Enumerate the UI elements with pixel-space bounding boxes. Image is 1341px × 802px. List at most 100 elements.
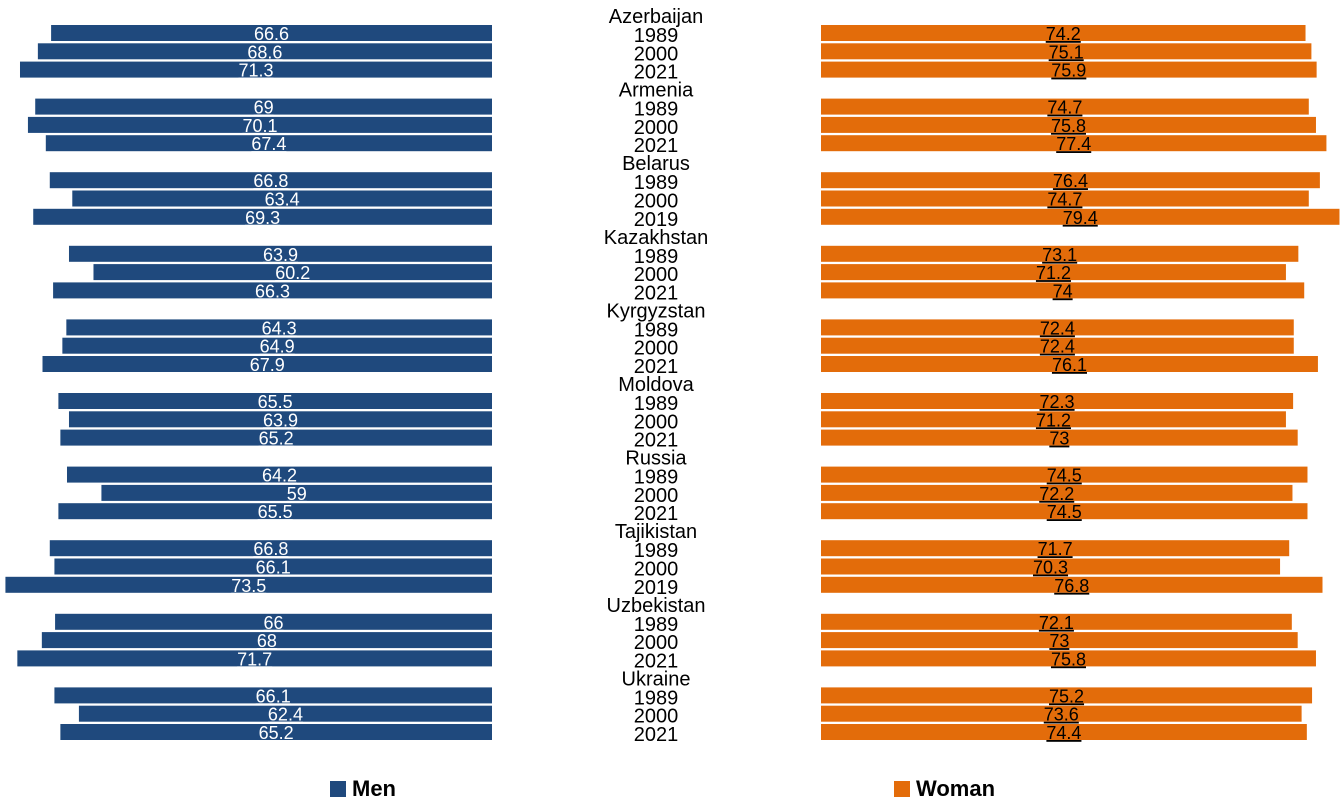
country-label-azerbaijan: Azerbaijan [609, 6, 704, 28]
value-label-men-tajikistan-2019: 73.5 [231, 576, 266, 596]
country-label-moldova: Moldova [618, 374, 694, 396]
year-label-russia-2021: 2021 [634, 503, 679, 525]
bar-women-moldova-2021 [821, 429, 1298, 446]
center-labels: Azerbaijan198920002021Armenia19892000202… [604, 6, 709, 746]
bar-women-kyrgyzstan-1989 [821, 319, 1294, 336]
bar-women-ukraine-1989 [821, 687, 1313, 704]
year-label-moldova-2000: 2000 [634, 411, 679, 433]
bar-women-kazakhstan-1989 [821, 245, 1299, 262]
year-label-kyrgyzstan-2000: 2000 [634, 338, 679, 360]
bar-men-armenia-1989 [35, 98, 492, 115]
bar-men-moldova-2000 [68, 411, 493, 428]
bar-women-ukraine-2000 [821, 705, 1302, 722]
value-label-men-kazakhstan-2021: 66.3 [255, 281, 290, 301]
year-label-tajikistan-1989: 1989 [634, 540, 679, 562]
value-label-men-ukraine-2000: 62.4 [268, 705, 303, 725]
value-label-women-armenia-1989: 74.7 [1047, 98, 1082, 118]
value-label-men-moldova-1989: 65.5 [258, 392, 293, 412]
value-label-women-azerbaijan-1989: 74.2 [1046, 24, 1081, 44]
value-label-women-kyrgyzstan-2000: 72.4 [1040, 337, 1075, 357]
bar-women-kyrgyzstan-2021 [821, 356, 1318, 372]
year-label-uzbekistan-2021: 2021 [634, 650, 679, 672]
value-label-women-tajikistan-1989: 71.7 [1038, 539, 1073, 559]
bar-men-belarus-1989 [49, 172, 493, 189]
bar-men-tajikistan-2000 [54, 558, 492, 575]
country-label-tajikistan: Tajikistan [615, 521, 697, 543]
year-label-azerbaijan-2021: 2021 [634, 62, 679, 84]
value-label-women-moldova-2021: 73 [1049, 429, 1069, 449]
value-label-women-ukraine-1989: 75.2 [1049, 686, 1084, 706]
bar-women-kyrgyzstan-2000 [821, 337, 1294, 354]
value-label-men-belarus-2019: 69.3 [245, 208, 280, 228]
country-label-russia: Russia [625, 448, 687, 470]
bar-women-azerbaijan-2000 [821, 43, 1312, 60]
value-label-men-uzbekistan-1989: 66 [264, 613, 284, 633]
bar-men-kyrgyzstan-1989 [66, 319, 493, 336]
value-label-women-armenia-2000: 75.8 [1051, 116, 1086, 136]
year-label-belarus-2000: 2000 [634, 191, 679, 213]
men-bars: 66.668.671.36970.167.466.863.469.363.960… [5, 24, 493, 743]
bar-women-russia-2000 [821, 484, 1293, 501]
bar-women-azerbaijan-2021 [821, 61, 1317, 78]
bar-women-tajikistan-1989 [821, 540, 1290, 557]
year-label-azerbaijan-1989: 1989 [634, 25, 679, 47]
value-label-men-kyrgyzstan-2021: 67.9 [250, 355, 285, 375]
value-label-women-kyrgyzstan-2021: 76.1 [1052, 355, 1087, 375]
value-label-men-tajikistan-1989: 66.8 [253, 539, 288, 559]
value-label-women-russia-2021: 74.5 [1047, 502, 1082, 522]
value-label-women-moldova-1989: 72.3 [1040, 392, 1075, 412]
bar-women-armenia-2021 [821, 135, 1327, 152]
year-label-russia-1989: 1989 [634, 467, 679, 489]
value-label-women-kyrgyzstan-1989: 72.4 [1040, 318, 1075, 338]
year-label-armenia-2000: 2000 [634, 117, 679, 139]
value-label-women-kazakhstan-2021: 74 [1053, 281, 1073, 301]
value-label-women-armenia-2021: 77.4 [1056, 134, 1091, 154]
butterfly-chart: 66.668.671.36970.167.466.863.469.363.960… [5, 6, 1340, 746]
value-label-women-azerbaijan-2000: 75.1 [1049, 42, 1084, 62]
year-label-kazakhstan-2000: 2000 [634, 264, 679, 286]
bar-women-azerbaijan-1989 [821, 25, 1306, 41]
bar-women-moldova-2000 [821, 411, 1286, 428]
value-label-men-moldova-2021: 65.2 [259, 429, 294, 449]
value-label-men-belarus-1989: 66.8 [253, 171, 288, 191]
bar-women-uzbekistan-1989 [821, 613, 1292, 630]
bar-men-kazakhstan-2000 [93, 264, 492, 281]
value-label-women-belarus-2019: 79.4 [1063, 208, 1098, 228]
legend-men: Men [330, 776, 396, 801]
bar-men-moldova-1989 [58, 393, 492, 409]
value-label-men-armenia-2021: 67.4 [251, 134, 286, 154]
value-label-men-kazakhstan-1989: 63.9 [263, 245, 298, 265]
value-label-men-kyrgyzstan-2000: 64.9 [260, 337, 295, 357]
bar-men-ukraine-1989 [54, 687, 492, 704]
value-label-men-kyrgyzstan-1989: 64.3 [262, 318, 297, 338]
bar-men-moldova-2021 [60, 429, 492, 446]
year-label-ukraine-2021: 2021 [634, 724, 679, 746]
year-label-kyrgyzstan-2021: 2021 [634, 356, 679, 378]
bar-women-kazakhstan-2021 [821, 282, 1305, 299]
legend-women: Woman [894, 776, 996, 801]
legend-women-swatch [894, 781, 910, 797]
value-label-women-russia-1989: 74.5 [1047, 466, 1082, 486]
value-label-men-belarus-2000: 63.4 [265, 190, 300, 210]
legend-women-label: Woman [916, 776, 996, 801]
bar-women-russia-2021 [821, 503, 1308, 520]
value-label-women-tajikistan-2019: 76.8 [1054, 576, 1089, 596]
year-label-azerbaijan-2000: 2000 [634, 43, 679, 65]
bar-men-uzbekistan-1989 [55, 613, 493, 630]
bar-women-tajikistan-2019 [821, 576, 1323, 593]
year-label-tajikistan-2000: 2000 [634, 559, 679, 581]
women-bars: 74.275.175.974.775.877.476.474.779.473.1… [821, 24, 1340, 743]
value-label-men-armenia-2000: 70.1 [242, 116, 277, 136]
bar-men-tajikistan-2019 [5, 576, 493, 593]
year-label-belarus-1989: 1989 [634, 172, 679, 194]
value-label-men-ukraine-2021: 65.2 [259, 723, 294, 743]
value-label-men-azerbaijan-2000: 68.6 [247, 42, 282, 62]
value-label-men-uzbekistan-2021: 71.7 [237, 649, 272, 669]
year-label-ukraine-1989: 1989 [634, 687, 679, 709]
year-label-kazakhstan-1989: 1989 [634, 246, 679, 268]
year-label-uzbekistan-1989: 1989 [634, 614, 679, 636]
bar-women-moldova-1989 [821, 393, 1294, 409]
bar-men-tajikistan-1989 [49, 540, 493, 557]
value-label-men-armenia-1989: 69 [254, 98, 274, 118]
value-label-women-uzbekistan-1989: 72.1 [1039, 613, 1074, 633]
